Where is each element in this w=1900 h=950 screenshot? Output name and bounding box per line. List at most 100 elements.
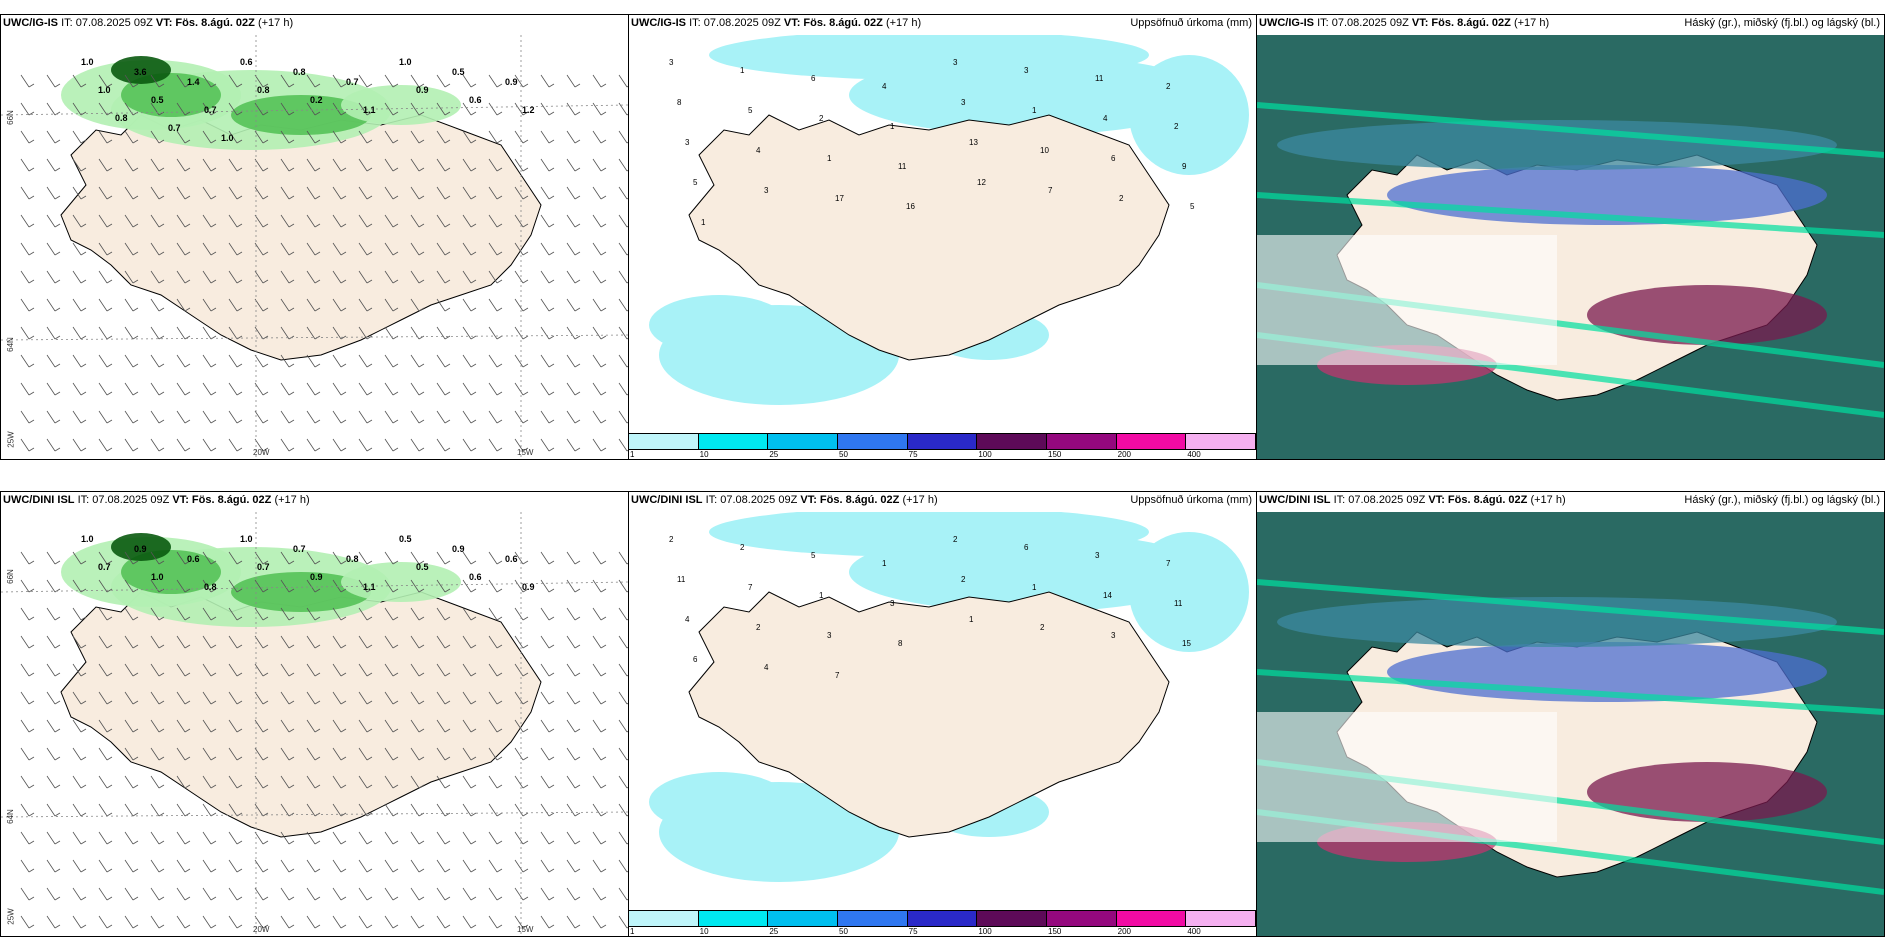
wind-barb (436, 270, 451, 284)
wind-map-svg: 1.0 3.6 1.4 0.6 0.8 0.7 1.0 0.5 0.9 1.0 0.5 0.7 0.8 0… (1, 35, 628, 459)
wind-barb (20, 775, 35, 789)
cloud-map[interactable] (1257, 512, 1884, 936)
wind-barb (332, 186, 347, 200)
wind-barb (280, 270, 295, 284)
wind-map[interactable]: 1.0 3.6 1.4 0.6 0.8 0.7 1.0 0.5 0.9 1.0 0.5 0.7 0.8 0… (1, 35, 628, 459)
wind-barb (410, 607, 425, 621)
clear-area (1257, 235, 1557, 365)
wind-barb (358, 382, 373, 396)
lon-label-20w: 20W (253, 448, 270, 457)
wind-barb (384, 887, 399, 901)
wind-barb (46, 691, 61, 705)
colorbar-label: 150 (1048, 927, 1062, 936)
precip-value: 5 (693, 178, 698, 187)
wind-barb (176, 158, 191, 172)
precip-value: 1 (740, 66, 745, 75)
lat-label-66n: 66N (5, 569, 15, 584)
wind-barb (20, 887, 35, 901)
precip-map[interactable]: 3 1 6 4 3 3 11 2 8 5 2 1 3 1 4 2 3 4 1 11 13 10 6 9 5 3 17 16 12 7 2 5 1 (629, 35, 1256, 459)
wind-barb (72, 74, 87, 88)
model-name: UWC/DINI ISL (1259, 494, 1331, 506)
wind-barb (488, 579, 503, 593)
wind-barb (488, 354, 503, 368)
wind-barb (410, 691, 425, 705)
wind-barb (228, 242, 243, 256)
wind-barb (384, 691, 399, 705)
wind-barb (436, 410, 451, 424)
wind-barb (540, 74, 555, 88)
wind-barb (72, 775, 87, 789)
wind-barb (46, 607, 61, 621)
wind-barb (306, 186, 321, 200)
wind-barb (332, 298, 347, 312)
colorbar-label: 150 (1048, 450, 1062, 459)
precip-map[interactable]: 2 2 5 1 2 6 3 7 11 7 1 3 2 1 14 11 4 2 3 8 1 2 3 15 6 4 7 (629, 512, 1256, 936)
wind-barb (306, 915, 321, 929)
wind-barb (280, 691, 295, 705)
wind-barb (72, 635, 87, 649)
wind-barb (618, 130, 628, 144)
wind-barb (306, 438, 321, 452)
wind-barb (462, 326, 477, 340)
wind-barb (228, 859, 243, 873)
precip-value: 16 (906, 202, 915, 211)
wind-barb (72, 158, 87, 172)
wind-barb (566, 691, 581, 705)
precip-value: 2 (953, 535, 958, 544)
wind-barb (488, 607, 503, 621)
wind-barb (98, 551, 113, 565)
wind-barb (514, 242, 529, 256)
wind-barb (20, 130, 35, 144)
wind-barb (98, 691, 113, 705)
wind-barb (72, 102, 87, 116)
colorbar-swatch (1186, 434, 1256, 449)
wind-barb (410, 270, 425, 284)
precip-value: 0.9 (134, 544, 147, 554)
wind-barb (410, 74, 425, 88)
wind-barb (202, 579, 217, 593)
wind-barb (98, 74, 113, 88)
precip-value: 0.5 (151, 95, 164, 105)
wind-barb (332, 326, 347, 340)
colorbar-label: 10 (699, 450, 709, 459)
wind-barb (306, 298, 321, 312)
valid-time: VT: Fös. 8.ágú. 02Z (1428, 494, 1528, 506)
wind-barb (436, 186, 451, 200)
wind-barb (46, 326, 61, 340)
lat-label-64n: 64N (5, 809, 15, 824)
wind-barb (176, 859, 191, 873)
wind-barb (384, 775, 399, 789)
wind-barb (150, 551, 165, 565)
wind-barb (514, 803, 529, 817)
low-cloud-band (1257, 669, 1884, 715)
wind-barb (20, 607, 35, 621)
wind-barb (410, 158, 425, 172)
cloud-map[interactable] (1257, 35, 1884, 459)
wind-barb (540, 607, 555, 621)
wind-barb (280, 410, 295, 424)
wind-barb (202, 859, 217, 873)
precip-value: 3 (890, 599, 895, 608)
wind-barb (228, 130, 243, 144)
precip-value: 0.6 (469, 95, 482, 105)
wind-barb (72, 551, 87, 565)
wind-barb (462, 551, 477, 565)
wind-map[interactable]: 1.0 0.9 0.6 1.0 0.7 0.8 0.5 0.9 0.6 0.7 1.0 0.8 0.7 0… (1, 512, 628, 936)
wind-barb (384, 607, 399, 621)
lat-label-66n: 66N (5, 110, 15, 125)
wind-barb (514, 551, 529, 565)
lead-time: (+17 h) (274, 494, 310, 506)
wind-barb (124, 186, 139, 200)
wind-barb (566, 551, 581, 565)
precip-value: 2 (1174, 122, 1179, 131)
precip-value: 1 (827, 154, 832, 163)
wind-barb (150, 831, 165, 845)
colorbar-label: 25 (769, 450, 779, 459)
precip-value: 0.9 (416, 85, 429, 95)
wind-barb (618, 831, 628, 845)
wind-barb (436, 747, 451, 761)
wind-barb (410, 410, 425, 424)
wind-barb (124, 915, 139, 929)
wind-barb (462, 607, 477, 621)
wind-barb (124, 719, 139, 733)
